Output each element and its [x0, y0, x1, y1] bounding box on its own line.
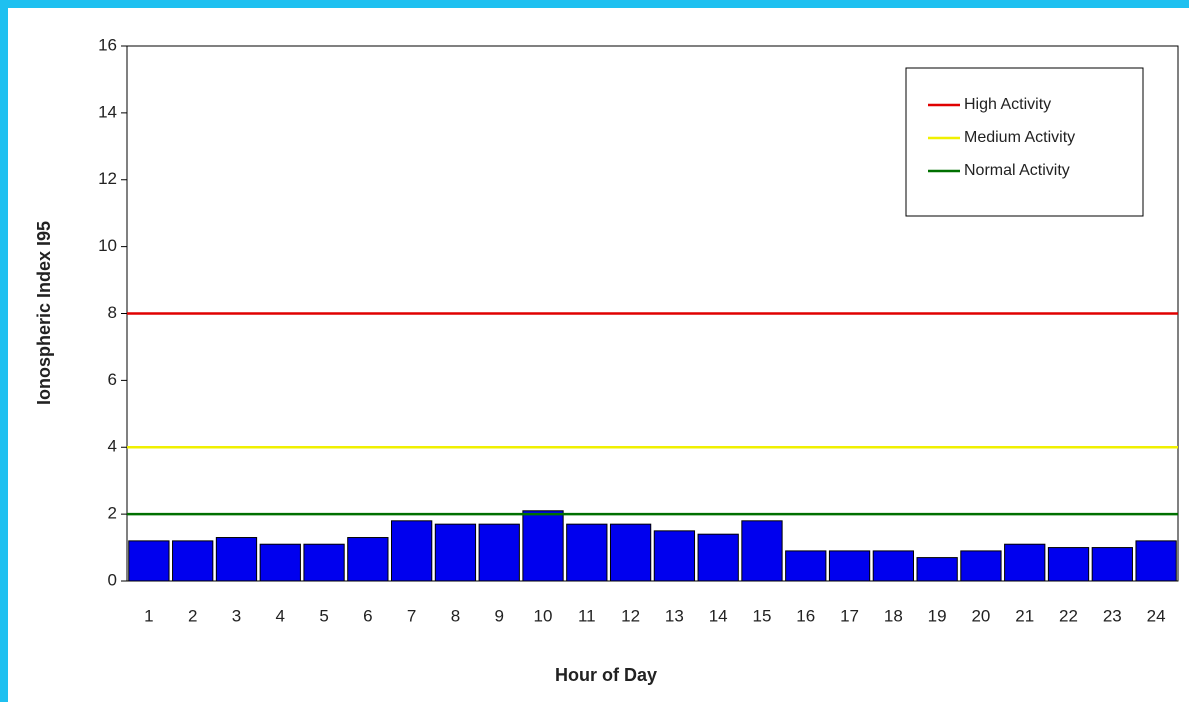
bar — [872, 550, 914, 582]
bar — [259, 543, 301, 582]
bar — [785, 550, 827, 582]
x-tick-label: 17 — [840, 606, 859, 625]
x-tick-label: 11 — [578, 606, 596, 625]
bar — [347, 537, 389, 582]
bar — [172, 540, 214, 582]
x-tick-label: 16 — [796, 606, 815, 625]
bar — [128, 540, 170, 582]
y-tick-label: 12 — [98, 169, 117, 188]
x-tick-label: 14 — [709, 606, 728, 625]
legend-label: Medium Activity — [964, 129, 1075, 146]
x-tick-label: 2 — [188, 606, 197, 625]
x-tick-label: 21 — [1015, 606, 1034, 625]
y-tick-label: 0 — [108, 570, 117, 589]
x-tick-label: 1 — [144, 606, 153, 625]
y-tick-label: 14 — [98, 102, 117, 121]
bar — [1135, 540, 1177, 582]
x-tick-label: 8 — [451, 606, 460, 625]
x-tick-label: 20 — [971, 606, 990, 625]
x-tick-label: 23 — [1103, 606, 1122, 625]
x-tick-label: 9 — [494, 606, 503, 625]
y-tick-label: 6 — [108, 370, 117, 389]
legend-label: Normal Activity — [964, 162, 1070, 179]
legend-box — [905, 67, 1144, 217]
x-tick-label: 18 — [884, 606, 903, 625]
bar — [215, 537, 258, 582]
x-tick-label: 5 — [319, 606, 328, 625]
x-tick-label: 15 — [753, 606, 772, 625]
x-tick-label: 10 — [534, 606, 553, 625]
y-tick-label: 2 — [108, 504, 117, 523]
y-axis-title: Ionospheric Index I95 — [34, 221, 54, 405]
bar — [741, 520, 783, 582]
x-tick-label: 6 — [363, 606, 372, 625]
x-tick-label: 7 — [407, 606, 416, 625]
bar — [828, 550, 871, 582]
bar — [391, 520, 433, 582]
x-tick-label: 13 — [665, 606, 684, 625]
bar — [303, 543, 345, 582]
bar — [566, 523, 608, 582]
y-tick-label: 4 — [108, 437, 117, 456]
bar — [697, 533, 739, 582]
bar — [1004, 543, 1046, 582]
y-tick-label: 10 — [98, 236, 117, 255]
x-tick-label: 22 — [1059, 606, 1078, 625]
x-tick-label: 19 — [928, 606, 947, 625]
bar — [609, 523, 652, 582]
bar — [1091, 547, 1133, 582]
x-tick-label: 12 — [621, 606, 640, 625]
y-tick-label: 8 — [108, 303, 117, 322]
bar — [434, 523, 477, 582]
x-axis-title: Hour of Day — [555, 665, 657, 685]
x-tick-label: 4 — [276, 606, 285, 625]
bar — [1047, 547, 1090, 582]
x-tick-label: 24 — [1147, 606, 1166, 625]
x-tick-label: 3 — [232, 606, 241, 625]
legend-label: High Activity — [964, 96, 1051, 113]
bar — [916, 557, 958, 582]
bar — [478, 523, 520, 582]
y-tick-label: 16 — [98, 35, 117, 54]
bar — [653, 530, 696, 582]
bar — [960, 550, 1002, 582]
bar — [522, 510, 564, 582]
